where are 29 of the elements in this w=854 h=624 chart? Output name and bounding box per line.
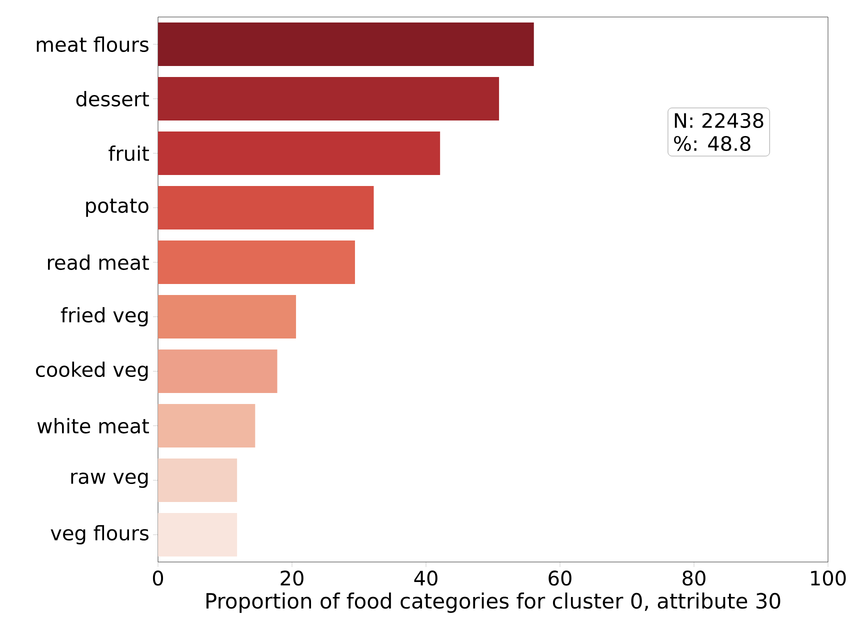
x-tick-label: 100: [811, 570, 846, 586]
y-tick-label: dessert: [76, 91, 149, 106]
x-tick-label: 0: [152, 570, 164, 586]
y-tick-label: meat flours: [36, 36, 148, 52]
y-tick-label: fruit: [108, 146, 149, 161]
y-tick-label: fried veg: [60, 307, 148, 326]
x-axis-title: Proportion of food categories for cluster 0, attribute 30: [206, 592, 780, 613]
y-tick-label: white meat: [37, 418, 149, 434]
bar: [158, 186, 374, 230]
bar: [158, 240, 355, 284]
x-tick-label: 60: [548, 570, 572, 586]
bar: [158, 512, 238, 557]
bar: [158, 76, 500, 121]
annotation: %: 48.8: [674, 136, 750, 152]
x-tick-label: 80: [682, 570, 706, 586]
y-tick-label: cooked veg: [36, 362, 148, 381]
bar: [158, 22, 534, 66]
x-tick-label: 20: [280, 570, 304, 586]
y-tick-label: read meat: [48, 254, 149, 270]
y-tick-label: potato: [86, 198, 148, 217]
bar: [158, 458, 238, 502]
bar: [158, 404, 256, 448]
x-tick-label: 40: [414, 570, 438, 586]
y-tick-label: raw veg: [71, 472, 148, 488]
bar: [158, 294, 296, 339]
bar: [158, 131, 440, 176]
bar: [158, 349, 278, 394]
y-tick-label: veg flours: [50, 525, 148, 544]
annotation: N: 22438: [674, 112, 764, 128]
